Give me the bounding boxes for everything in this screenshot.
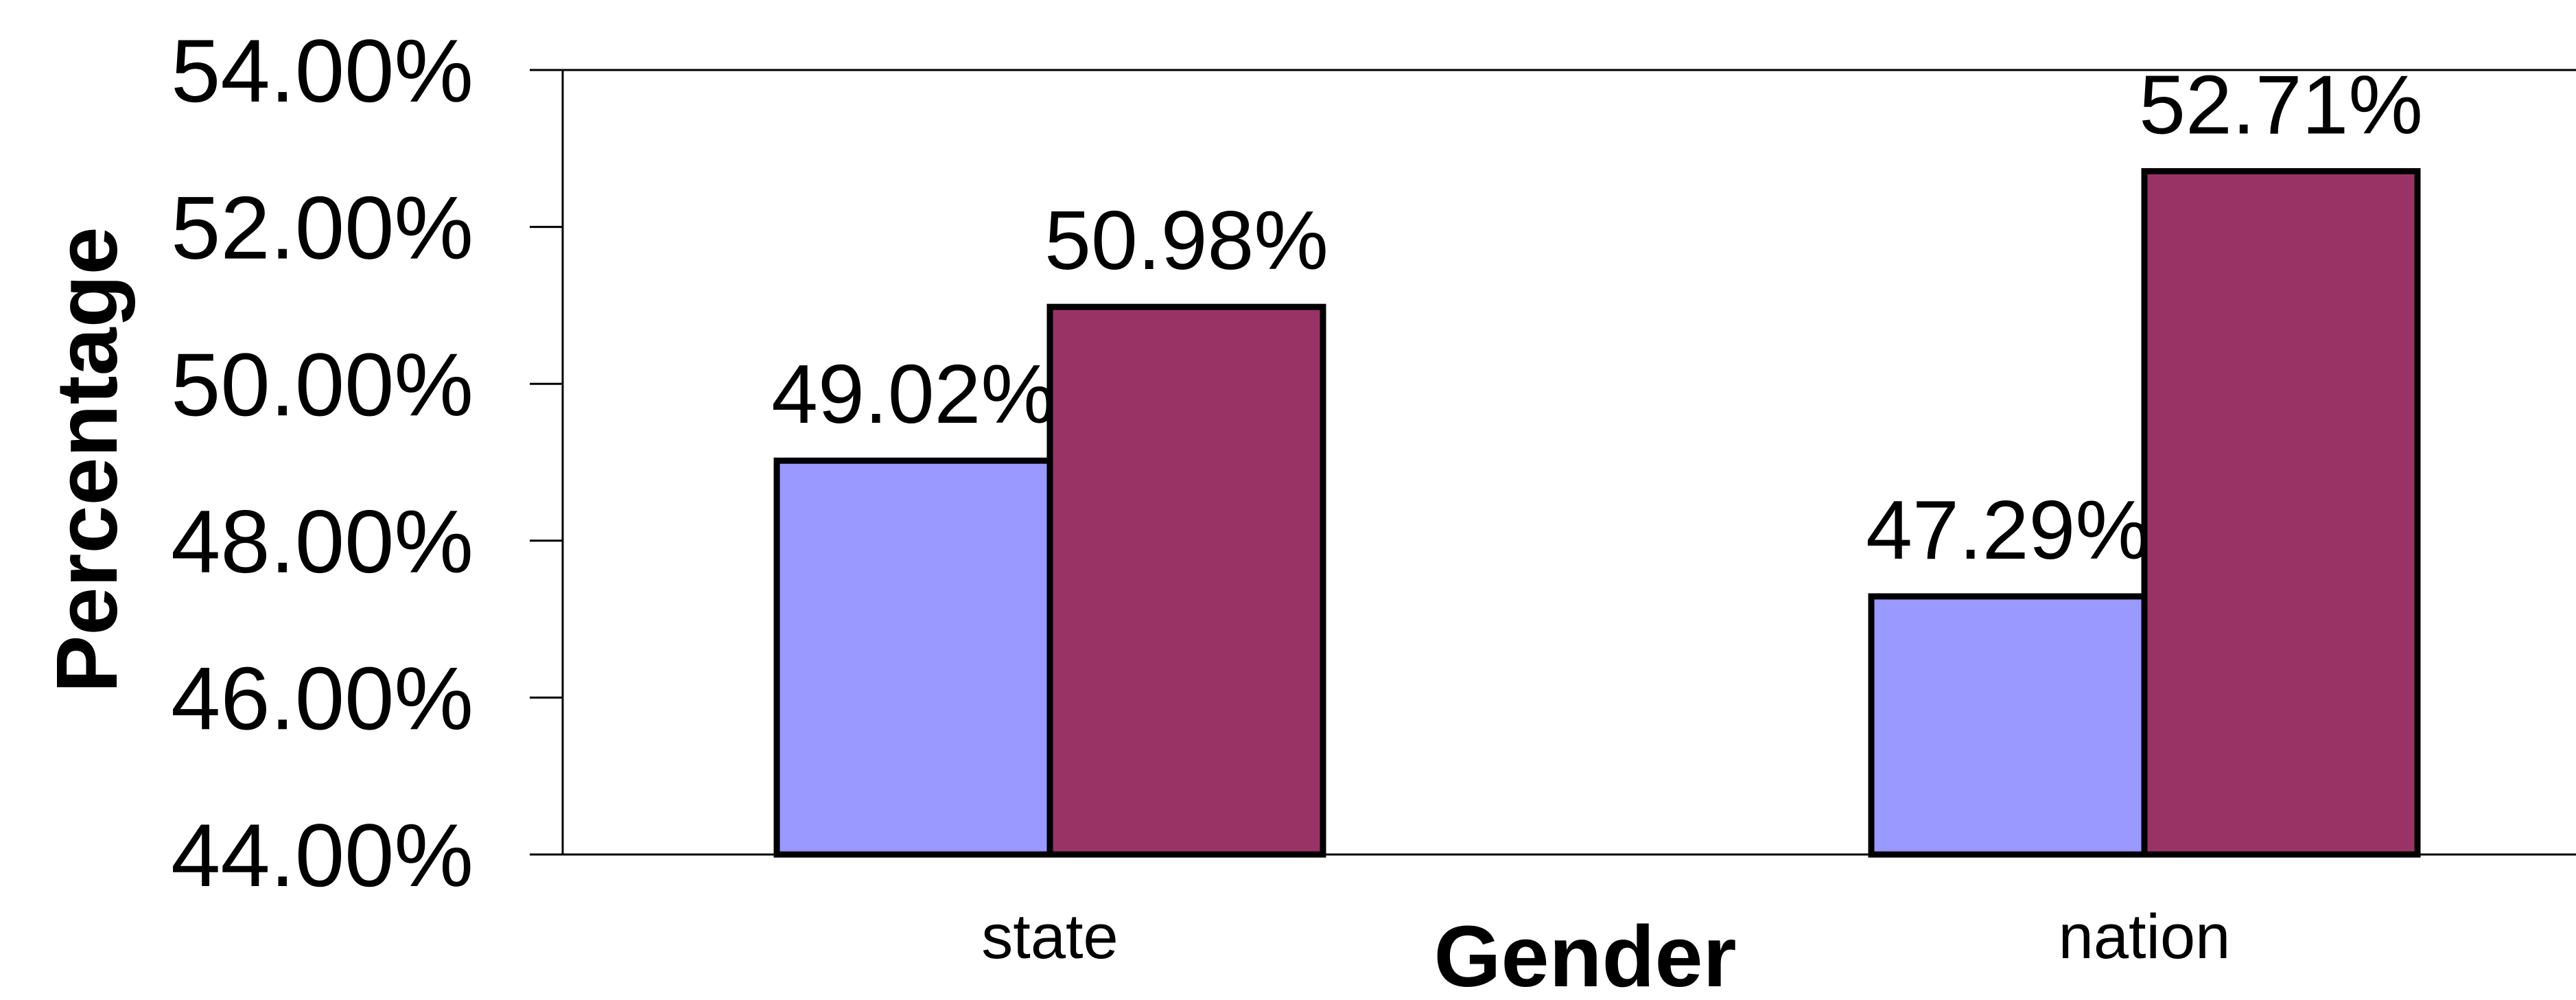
data-label: 50.98%: [1044, 194, 1328, 287]
bar: [1046, 303, 1326, 858]
y-tick-label: 48.00%: [171, 491, 473, 592]
axes: 44.00% 46.00% 48.00% 50.00% 52.00% 54.00%: [171, 21, 2576, 905]
labels: 49.02% 50.98% state 47.29% 52.71% nation: [771, 58, 2423, 972]
y-tick-label: 46.00%: [171, 648, 473, 748]
y-tick-label: 54.00%: [171, 21, 473, 121]
bar: [1868, 593, 2148, 858]
x-tick-label: nation: [2059, 902, 2231, 972]
data-label: 49.02%: [771, 347, 1055, 441]
y-axis-title: Percentage: [38, 226, 135, 693]
x-tick-label: state: [981, 902, 1118, 972]
data-label: 52.71%: [2139, 58, 2423, 151]
y-tick-label: 52.00%: [171, 178, 473, 278]
bar: [773, 457, 1053, 858]
bar: [2141, 167, 2421, 858]
y-tick-label: 50.00%: [171, 334, 473, 434]
y-tick-label: 44.00%: [171, 805, 473, 905]
bars: [773, 167, 2421, 858]
x-axis-title: Gender: [1433, 908, 1736, 997]
data-label: 47.29%: [1866, 483, 2150, 577]
